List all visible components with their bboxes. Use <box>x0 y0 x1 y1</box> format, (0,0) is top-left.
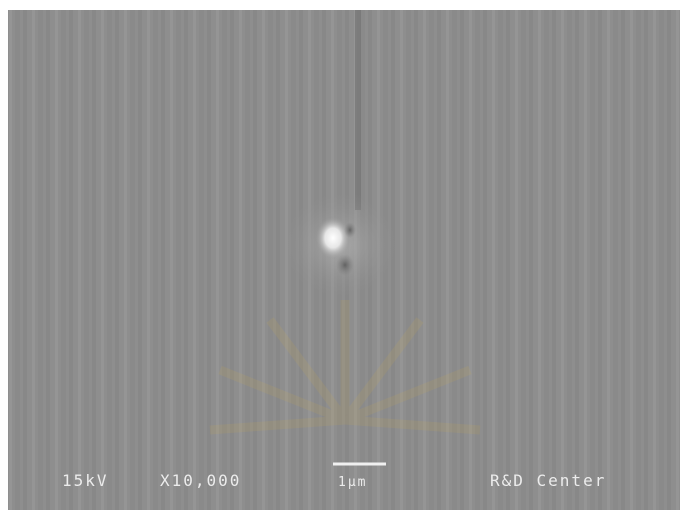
page: 15kV X10,000 1μm R&D Center (() => { con… <box>0 0 688 517</box>
particle-shadow <box>344 222 356 238</box>
bright-particle <box>315 216 351 260</box>
magnification-label: X10,000 <box>160 471 241 490</box>
sem-image: 15kV X10,000 1μm R&D Center <box>0 0 688 517</box>
scale-label: 1μm <box>338 475 367 490</box>
facility-label: R&D Center <box>490 471 606 490</box>
particle-shadow <box>336 254 354 276</box>
dark-streak <box>355 10 361 210</box>
voltage-label: 15kV <box>62 471 109 490</box>
